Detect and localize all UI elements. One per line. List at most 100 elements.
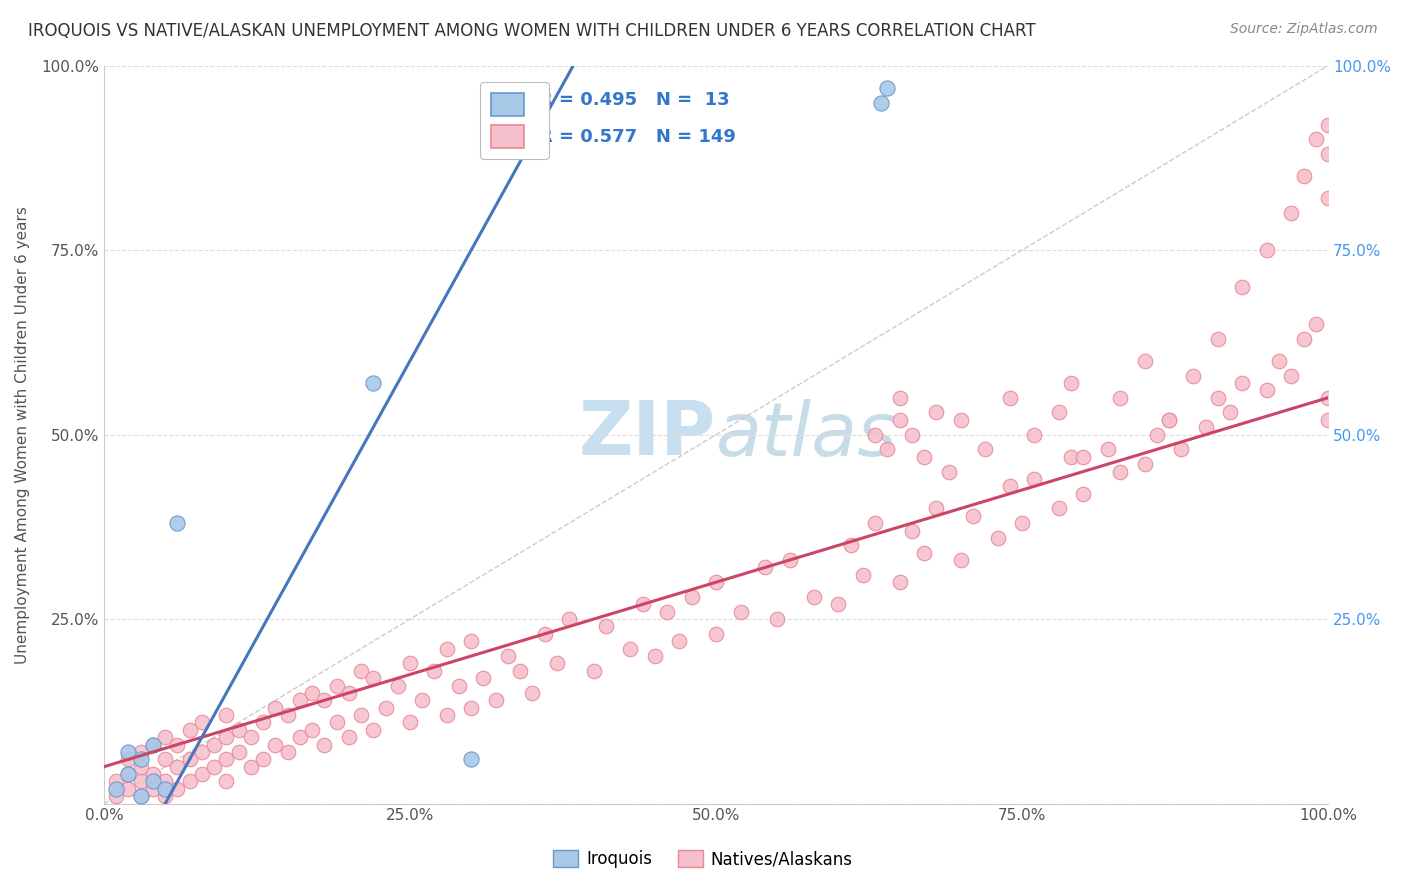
Point bbox=[239, 730, 262, 744]
Text: R = 0.495   N =  13: R = 0.495 N = 13 bbox=[538, 92, 730, 110]
Point bbox=[644, 648, 666, 663]
Point bbox=[129, 745, 152, 759]
Point bbox=[962, 508, 984, 523]
Point bbox=[827, 598, 849, 612]
Point bbox=[117, 781, 139, 796]
Point bbox=[325, 679, 347, 693]
Point bbox=[117, 752, 139, 766]
Point bbox=[202, 738, 225, 752]
Point bbox=[1305, 317, 1327, 331]
Point bbox=[460, 700, 482, 714]
Point bbox=[1109, 465, 1132, 479]
Point bbox=[129, 774, 152, 789]
Point bbox=[314, 693, 336, 707]
Point bbox=[153, 781, 176, 796]
Point bbox=[361, 376, 384, 390]
Point bbox=[252, 752, 274, 766]
Point bbox=[117, 767, 139, 781]
Point bbox=[1317, 147, 1340, 161]
Point bbox=[546, 657, 568, 671]
Point bbox=[166, 781, 188, 796]
Point bbox=[1317, 191, 1340, 205]
Point bbox=[153, 774, 176, 789]
Point bbox=[460, 752, 482, 766]
Y-axis label: Unemployment Among Women with Children Under 6 years: Unemployment Among Women with Children U… bbox=[15, 206, 30, 664]
Point bbox=[974, 442, 997, 457]
Point bbox=[1109, 391, 1132, 405]
Point bbox=[533, 627, 555, 641]
Point bbox=[314, 738, 336, 752]
Point bbox=[876, 80, 898, 95]
Point bbox=[485, 693, 508, 707]
Point bbox=[766, 612, 789, 626]
Point bbox=[202, 760, 225, 774]
Point bbox=[889, 391, 911, 405]
Point bbox=[522, 686, 544, 700]
Point bbox=[1317, 118, 1340, 132]
Point bbox=[509, 664, 531, 678]
Text: ZIP: ZIP bbox=[579, 398, 716, 471]
Point bbox=[117, 745, 139, 759]
Point bbox=[215, 708, 238, 723]
Point bbox=[1060, 376, 1083, 390]
Point bbox=[1292, 332, 1315, 346]
Point bbox=[288, 693, 311, 707]
Point bbox=[839, 538, 862, 552]
Point bbox=[1071, 450, 1094, 464]
Point bbox=[1071, 486, 1094, 500]
Point bbox=[166, 760, 188, 774]
Point bbox=[704, 575, 727, 590]
Point bbox=[949, 413, 972, 427]
Point bbox=[558, 612, 581, 626]
Point bbox=[901, 427, 924, 442]
Point bbox=[938, 465, 960, 479]
Point bbox=[925, 405, 948, 419]
Point bbox=[949, 553, 972, 567]
Point bbox=[288, 730, 311, 744]
Point bbox=[582, 664, 605, 678]
Point bbox=[1206, 332, 1229, 346]
Point bbox=[863, 427, 886, 442]
Point bbox=[215, 774, 238, 789]
Point bbox=[350, 708, 373, 723]
Point bbox=[411, 693, 433, 707]
Point bbox=[1157, 413, 1180, 427]
Point bbox=[179, 774, 201, 789]
Point bbox=[631, 598, 654, 612]
Point bbox=[153, 752, 176, 766]
Text: Source: ZipAtlas.com: Source: ZipAtlas.com bbox=[1230, 22, 1378, 37]
Point bbox=[1268, 353, 1291, 368]
Point bbox=[1256, 243, 1278, 257]
Point bbox=[436, 641, 458, 656]
Point bbox=[803, 590, 825, 604]
Point bbox=[215, 730, 238, 744]
Point bbox=[1292, 169, 1315, 184]
Point bbox=[779, 553, 801, 567]
Point bbox=[1024, 472, 1046, 486]
Point bbox=[1206, 391, 1229, 405]
Point bbox=[179, 723, 201, 737]
Point bbox=[1281, 206, 1303, 220]
Point bbox=[374, 700, 396, 714]
Point bbox=[1281, 368, 1303, 383]
Point bbox=[252, 715, 274, 730]
Point bbox=[1133, 457, 1156, 471]
Text: R = 0.577   N = 149: R = 0.577 N = 149 bbox=[538, 128, 735, 146]
Point bbox=[1232, 280, 1254, 294]
Point bbox=[852, 567, 875, 582]
Point bbox=[436, 708, 458, 723]
Point bbox=[998, 391, 1021, 405]
Point bbox=[595, 619, 617, 633]
Point bbox=[876, 442, 898, 457]
Point bbox=[1060, 450, 1083, 464]
Point bbox=[460, 634, 482, 648]
Point bbox=[117, 767, 139, 781]
Point bbox=[191, 767, 214, 781]
Point bbox=[1256, 384, 1278, 398]
Point bbox=[1047, 405, 1070, 419]
Point bbox=[472, 671, 495, 685]
Point bbox=[228, 723, 250, 737]
Point bbox=[337, 730, 360, 744]
Point bbox=[105, 789, 128, 804]
Point bbox=[301, 723, 323, 737]
